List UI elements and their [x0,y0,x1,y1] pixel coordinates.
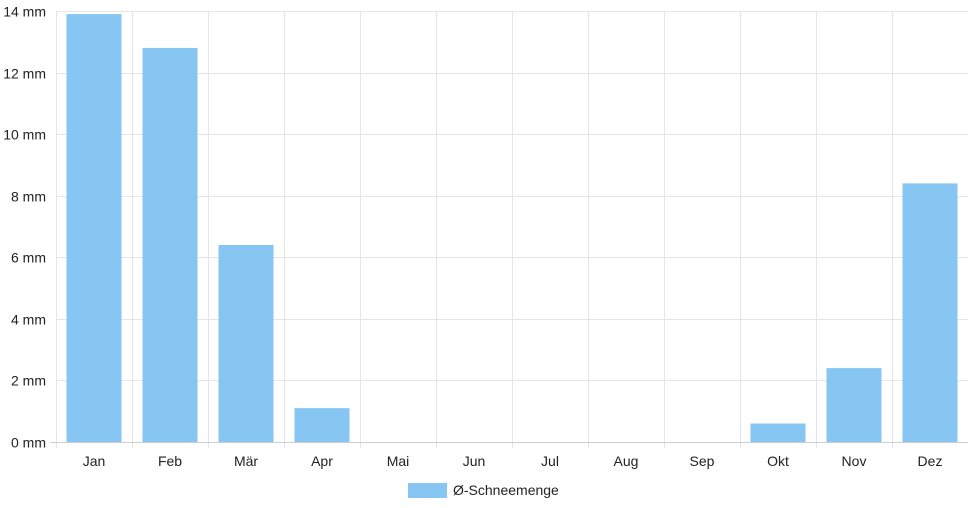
bar-apr[interactable] [294,408,350,442]
x-tick-label: Sep [690,453,715,469]
bar-jan[interactable] [66,14,122,442]
x-tick-label: Aug [614,453,639,469]
x-axis-labels: Jan Feb Mär Apr Mai Jun Jul Aug Sep Okt Nov Dez [83,453,943,469]
legend-swatch [408,483,447,498]
y-tick-label: 0 mm [11,435,46,451]
y-tick-label: 10 mm [3,127,46,143]
x-tick-label: Dez [918,453,943,469]
bar-nov[interactable] [826,368,882,442]
x-tick-label: Mai [387,453,410,469]
y-axis-labels: 0 mm 2 mm 4 mm 6 mm 8 mm 10 mm 12 mm 14 mm [3,4,46,451]
x-tick-label: Nov [842,453,867,469]
bars [66,14,958,442]
y-tick-label: 6 mm [11,250,46,266]
bar-dez[interactable] [902,183,958,442]
bar-mär[interactable] [218,244,274,442]
y-tick-label: 8 mm [11,189,46,205]
x-tick-label: Apr [311,453,333,469]
y-tick-label: 14 mm [3,4,46,20]
x-tick-label: Jul [541,453,559,469]
y-tick-label: 2 mm [11,373,46,389]
y-tick-label: 4 mm [11,312,46,328]
bar-feb[interactable] [142,47,198,442]
x-tick-label: Mär [234,453,258,469]
legend-label: Ø-Schneemenge [453,482,559,498]
x-tick-label: Okt [767,453,789,469]
x-tick-label: Jun [463,453,486,469]
grid [56,11,968,448]
x-tick-label: Feb [158,453,182,469]
y-tick-label: 12 mm [3,66,46,82]
x-tick-label: Jan [83,453,106,469]
legend[interactable]: Ø-Schneemenge [408,482,559,498]
bar-okt[interactable] [750,423,806,442]
